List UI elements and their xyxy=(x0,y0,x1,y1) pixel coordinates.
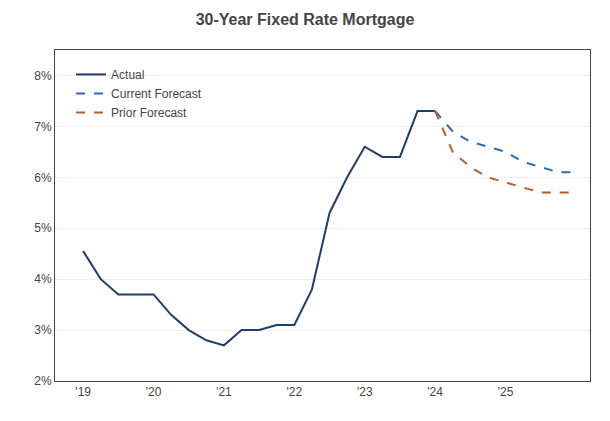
svg-text:Prior Forecast: Prior Forecast xyxy=(111,106,187,120)
svg-text:Current Forecast: Current Forecast xyxy=(111,87,202,101)
svg-text:7%: 7% xyxy=(34,120,52,134)
svg-text:4%: 4% xyxy=(34,272,52,286)
svg-text:8%: 8% xyxy=(34,69,52,83)
svg-text:'20: '20 xyxy=(146,385,162,399)
svg-text:6%: 6% xyxy=(34,171,52,185)
svg-text:'24: '24 xyxy=(427,385,443,399)
svg-text:5%: 5% xyxy=(34,221,52,235)
svg-text:'23: '23 xyxy=(357,385,373,399)
svg-text:30-Year Fixed Rate Mortgage: 30-Year Fixed Rate Mortgage xyxy=(196,11,415,28)
svg-text:2%: 2% xyxy=(34,374,52,388)
svg-text:'21: '21 xyxy=(216,385,232,399)
svg-text:3%: 3% xyxy=(34,323,52,337)
svg-text:'25: '25 xyxy=(498,385,514,399)
svg-text:'22: '22 xyxy=(287,385,303,399)
svg-text:Actual: Actual xyxy=(111,68,144,82)
svg-text:'19: '19 xyxy=(75,385,91,399)
